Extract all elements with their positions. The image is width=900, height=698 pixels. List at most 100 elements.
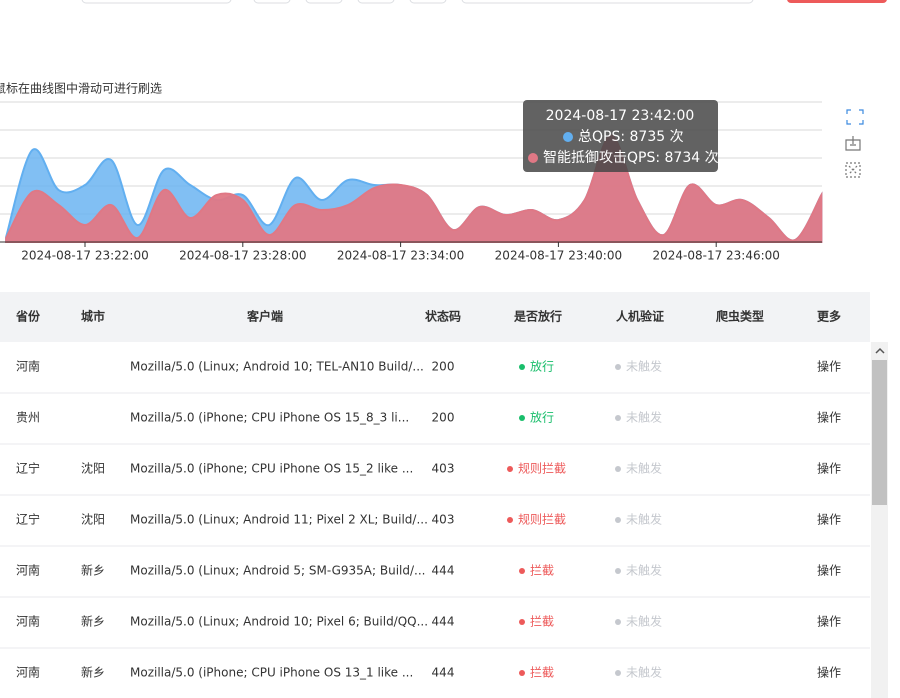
action-link[interactable]: 操作 [817, 614, 841, 629]
action-link[interactable]: 操作 [817, 563, 841, 578]
x-labels: 2024-08-17 23:22:00 2024-08-17 23:28:00 20… [21, 242, 780, 263]
status-dot [614, 670, 621, 676]
status-text: 拦截 [530, 615, 554, 629]
x-tick-label: 2024-08-17 23:34:00 [337, 249, 464, 263]
column-header: 省份 [15, 309, 41, 324]
status-text: 未触发 [626, 461, 662, 476]
cell: 河南 [16, 563, 40, 578]
cell: 河南 [16, 359, 40, 374]
cell: Mozilla/5.0 (iPhone; CPU iPhone OS 13_1 … [130, 666, 413, 680]
table-header [0, 292, 870, 342]
status-dot [518, 568, 525, 574]
action-link[interactable]: 操作 [817, 359, 841, 374]
cell: 403 [432, 513, 455, 527]
column-header: 是否放行 [513, 309, 562, 324]
cell: 河南 [16, 665, 40, 680]
status-text: 规则拦截 [518, 461, 566, 476]
scrollbar [871, 342, 888, 698]
cell: 辽宁 [16, 512, 40, 527]
brush-icon[interactable] [845, 162, 861, 178]
tooltip-box [523, 100, 718, 172]
column-header: 客户端 [246, 309, 283, 324]
status-dot [506, 466, 513, 472]
status-dot [506, 517, 513, 523]
status-dot [614, 619, 621, 625]
cell: 沈阳 [81, 512, 105, 527]
cell: 444 [432, 666, 455, 680]
cell: 辽宁 [16, 461, 40, 476]
input[interactable] [461, 0, 754, 4]
status-dot [518, 619, 525, 625]
zoom-icon[interactable] [846, 109, 864, 125]
action-link[interactable]: 操作 [817, 665, 841, 680]
column-header: 爬虫类型 [715, 309, 764, 324]
cell: 新乡 [81, 563, 105, 578]
x-tick-label: 2024-08-17 23:46:00 [652, 249, 779, 263]
column-header: 人机验证 [616, 309, 664, 324]
status-text: 放行 [530, 359, 554, 374]
scroll-thumb[interactable] [872, 360, 887, 505]
toolbar [81, 0, 887, 4]
tooltip: 2024-08-17 23:42:00 总QPS: 8735 次 智能抵御攻击Q… [523, 100, 719, 172]
chart-toolbox [845, 109, 864, 178]
input[interactable] [81, 0, 232, 4]
cell: 403 [432, 462, 455, 476]
cell: 新乡 [81, 665, 105, 680]
cell: 200 [432, 411, 455, 425]
cell: 新乡 [81, 614, 105, 629]
cell: 444 [432, 615, 455, 629]
input[interactable] [357, 0, 395, 4]
status-dot [518, 415, 525, 421]
status-text: 未触发 [626, 614, 662, 629]
cell: Mozilla/5.0 (iPhone; CPU iPhone OS 15_2 … [130, 462, 413, 476]
status-text: 放行 [530, 410, 554, 425]
cell: 444 [432, 564, 455, 578]
status-dot [614, 466, 621, 472]
status-dot [614, 517, 621, 523]
status-text: 未触发 [626, 563, 662, 578]
tooltip-item: 智能抵御攻击QPS: 8734 次 [543, 150, 719, 166]
tooltip-item: 总QPS: 8735 次 [578, 129, 684, 145]
status-text: 未触发 [626, 359, 662, 374]
status-dot [614, 415, 621, 421]
cell: Mozilla/5.0 (Linux; Android 10; Pixel 6;… [130, 615, 428, 629]
cell: Mozilla/5.0 (Linux; Android 5; SM-G935A;… [130, 564, 425, 578]
x-tick-label: 2024-08-17 23:28:00 [179, 249, 306, 263]
status-dot [518, 364, 525, 370]
scroll-up[interactable] [875, 347, 885, 354]
action-link[interactable]: 操作 [817, 512, 841, 527]
column-header: 状态码 [425, 309, 461, 324]
tooltip-title: 2024-08-17 23:42:00 [546, 108, 695, 124]
cell: 河南 [16, 614, 40, 629]
x-tick-label: 2024-08-17 23:40:00 [495, 249, 622, 263]
cell: Mozilla/5.0 (iPhone; CPU iPhone OS 15_8_… [130, 411, 409, 425]
cell: Mozilla/5.0 (Linux; Android 10; TEL-AN10… [130, 360, 424, 374]
input[interactable] [409, 0, 447, 4]
status-dot [518, 670, 525, 676]
action-link[interactable]: 操作 [817, 410, 841, 425]
input[interactable] [305, 0, 343, 4]
chart-hint: 鼠标在曲线图中滑动可进行刷选 [0, 81, 162, 96]
action-link[interactable]: 操作 [817, 461, 841, 476]
tooltip-marker [528, 153, 538, 163]
status-dot [614, 364, 621, 370]
status-dot [614, 568, 621, 574]
cell: 贵州 [16, 411, 40, 425]
status-text: 未触发 [626, 665, 662, 680]
button[interactable] [787, 0, 887, 3]
status-text: 规则拦截 [518, 512, 566, 527]
input[interactable] [253, 0, 291, 4]
cell: 沈阳 [81, 461, 105, 476]
status-text: 拦截 [530, 564, 554, 578]
column-header: 城市 [81, 309, 105, 324]
status-text: 未触发 [626, 512, 662, 527]
cell: Mozilla/5.0 (Linux; Android 11; Pixel 2 … [130, 513, 428, 527]
column-header: 更多 [817, 309, 841, 324]
x-tick-label: 2024-08-17 23:22:00 [21, 249, 148, 263]
restore-icon[interactable] [845, 136, 861, 151]
tooltip-marker [563, 132, 573, 142]
status-text: 未触发 [626, 410, 662, 425]
cell: 200 [432, 360, 455, 374]
status-text: 拦截 [530, 666, 554, 680]
